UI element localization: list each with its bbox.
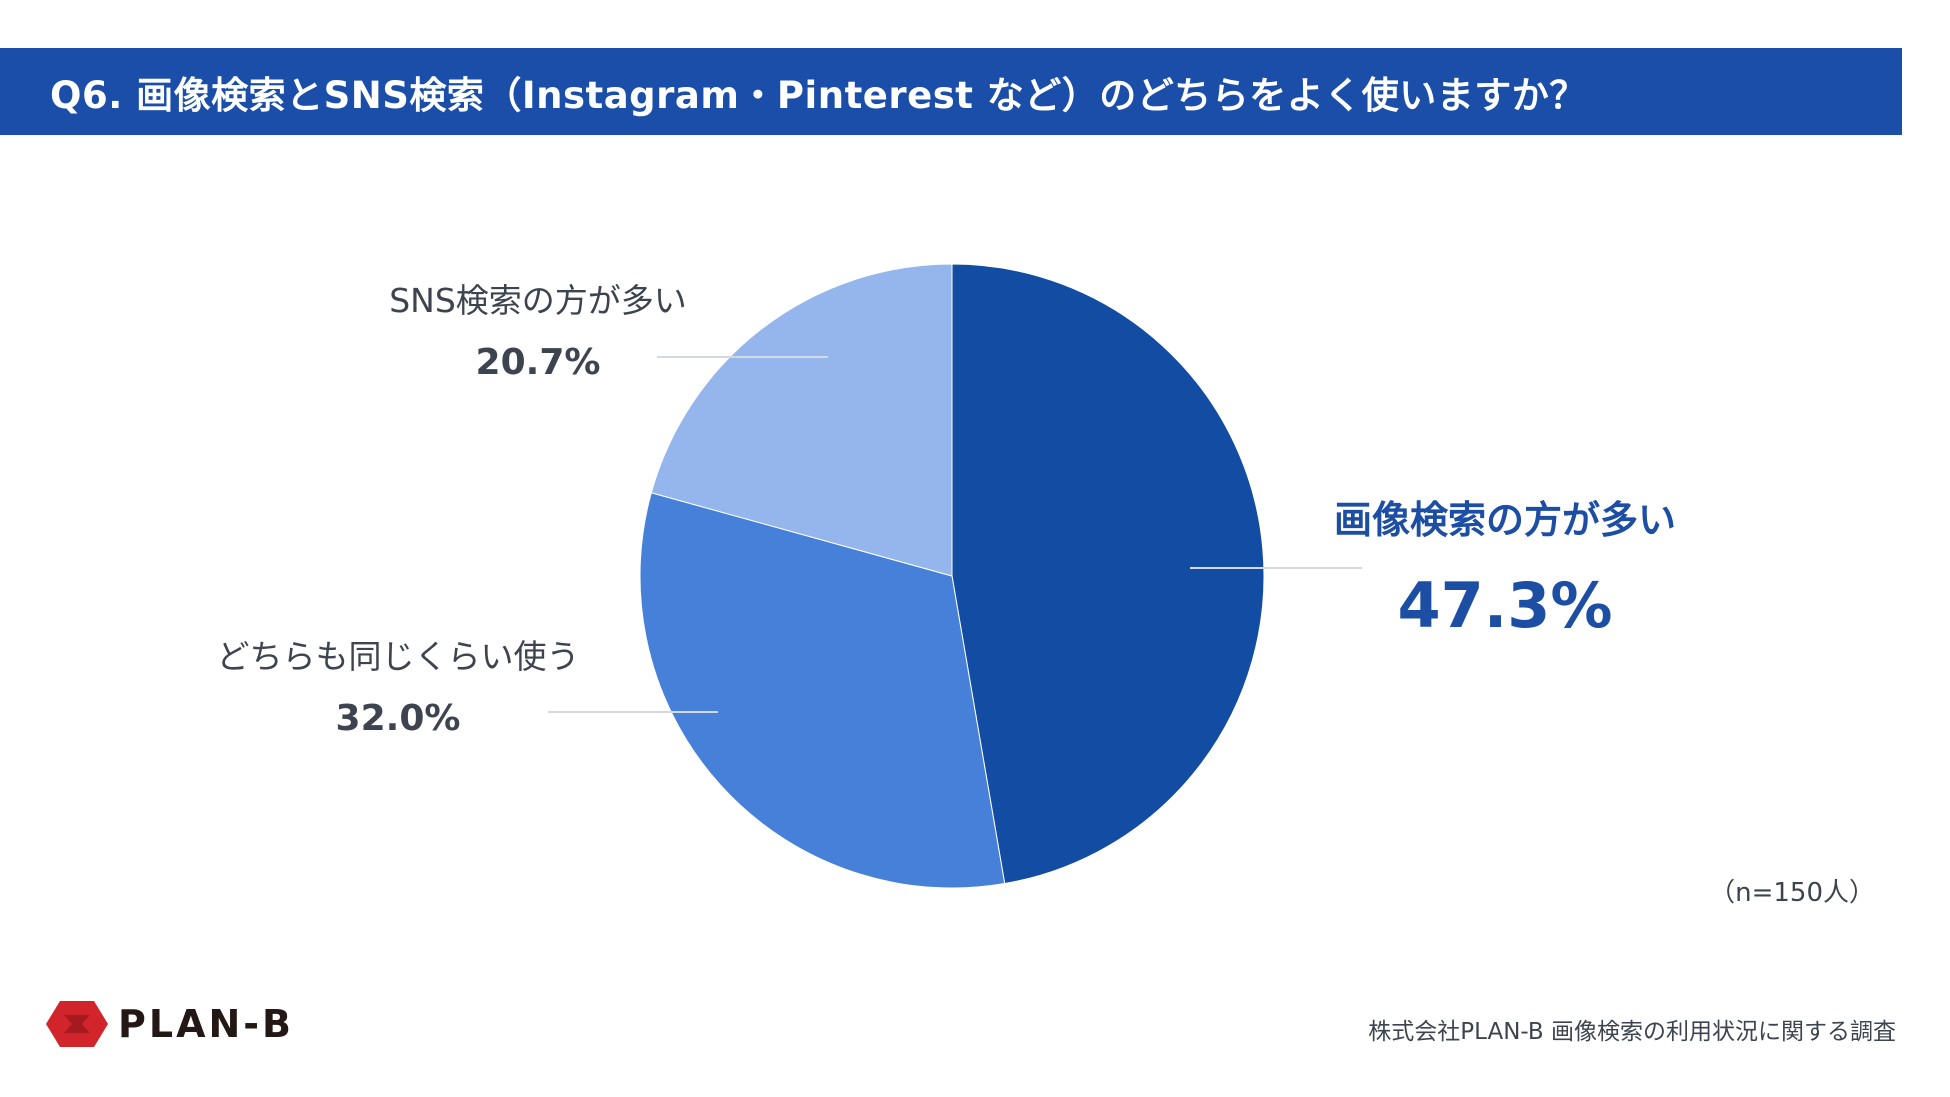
brand-logo-text: PLAN-B — [118, 1002, 295, 1046]
slice-label-2: どちらも同じくらい使う — [217, 637, 580, 676]
pie-slice-3 — [650, 263, 953, 577]
brand-logo-icon — [46, 1001, 108, 1047]
page-title: Q6. 画像検索とSNS検索（Instagram・Pinterest など）のど… — [50, 73, 1587, 117]
pie-slice-1 — [951, 263, 1265, 885]
slice-value-3: 20.7% — [476, 342, 601, 383]
title-bar: Q6. 画像検索とSNS検索（Instagram・Pinterest など）のど… — [0, 48, 1902, 135]
slice-value-2: 32.0% — [336, 698, 461, 739]
brand-logo: PLAN-B — [46, 1001, 294, 1047]
slice-label-1: 画像検索の方が多い — [1334, 498, 1676, 542]
survey-source: 株式会社PLAN-B 画像検索の利用状況に関する調査 — [1368, 1019, 1896, 1045]
slice-value-1: 47.3% — [1397, 569, 1612, 642]
pie-slice-2 — [639, 492, 1006, 889]
sample-size-note: （n=150人） — [1709, 878, 1875, 908]
slice-label-3: SNS検索の方が多い — [389, 281, 687, 320]
